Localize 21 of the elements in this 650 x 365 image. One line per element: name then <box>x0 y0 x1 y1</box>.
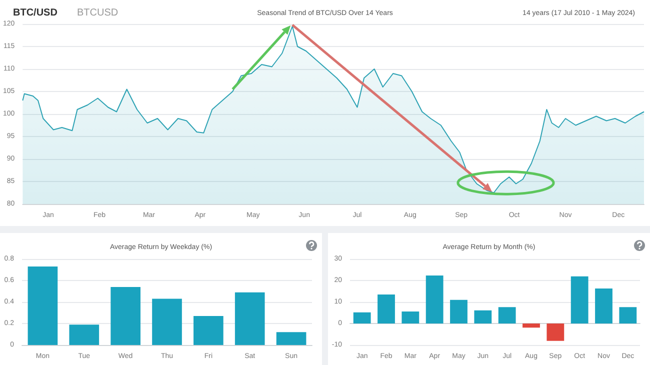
bar <box>234 292 265 345</box>
bar <box>570 276 588 324</box>
bar <box>152 298 182 345</box>
bar <box>69 324 100 345</box>
bar <box>498 307 516 324</box>
text: BTC/USD <box>13 8 58 18</box>
bar <box>110 286 140 345</box>
bar <box>276 332 306 345</box>
bar <box>619 307 637 324</box>
bar <box>402 311 420 324</box>
bar <box>426 276 444 324</box>
bar <box>474 310 492 324</box>
bar <box>28 266 58 345</box>
bar <box>595 288 612 324</box>
text: BTCUSD <box>77 8 118 18</box>
bar <box>353 312 371 324</box>
bar <box>378 294 395 324</box>
bar <box>546 324 564 341</box>
bar <box>450 300 468 324</box>
bar <box>194 316 224 345</box>
bar <box>522 324 540 328</box>
